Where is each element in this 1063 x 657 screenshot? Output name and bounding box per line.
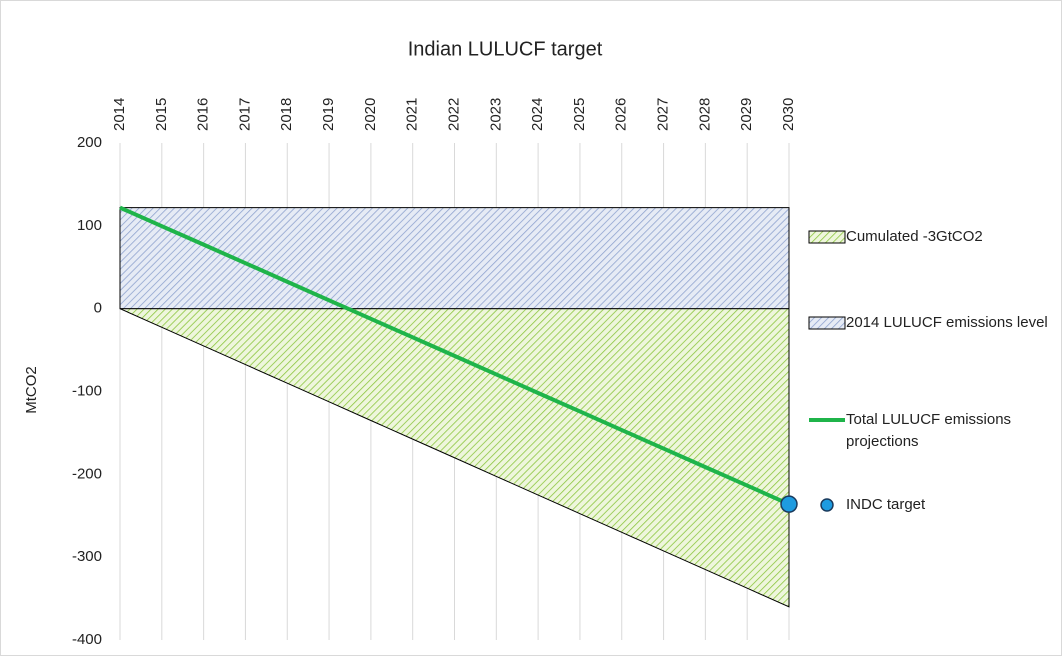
legend-label: Cumulated -3GtCO2 xyxy=(846,228,983,245)
x-tick-label: 2017 xyxy=(236,98,253,131)
x-tick-label: 2029 xyxy=(738,98,755,131)
legend-swatch xyxy=(808,230,846,244)
legend-swatch xyxy=(820,498,834,512)
y-tick-label: -200 xyxy=(72,465,102,482)
legend-label: Total LULUCF emissions projections xyxy=(846,411,1012,450)
y-axis-label: MtCO2 xyxy=(23,366,40,414)
y-tick-label: 0 xyxy=(94,300,102,317)
y-tick-label: 100 xyxy=(77,217,102,234)
x-tick-label: 2025 xyxy=(571,98,588,131)
x-tick-label: 2024 xyxy=(529,98,546,131)
x-tick-label: 2030 xyxy=(780,98,797,131)
y-tick-label: -100 xyxy=(72,382,102,399)
x-tick-label: 2016 xyxy=(195,98,212,131)
legend-swatch xyxy=(808,316,846,330)
x-tick-label: 2021 xyxy=(404,98,421,131)
y-tick-label: -400 xyxy=(72,631,102,648)
x-tick-label: 2022 xyxy=(445,98,462,131)
x-tick-label: 2023 xyxy=(487,98,504,131)
line xyxy=(119,205,790,506)
y-tick-label: 200 xyxy=(77,134,102,151)
y-tick-label: -300 xyxy=(72,548,102,565)
legend-label: INDC target xyxy=(846,496,926,513)
area xyxy=(119,308,790,608)
point xyxy=(780,495,798,513)
x-tick-label: 2015 xyxy=(153,98,170,131)
x-tick-label: 2019 xyxy=(320,98,337,131)
x-tick-label: 2026 xyxy=(613,98,630,131)
x-tick-label: 2027 xyxy=(655,98,672,131)
area xyxy=(119,207,790,310)
x-tick-label: 2020 xyxy=(362,98,379,131)
x-tick-label: 2014 xyxy=(111,98,128,131)
x-tick-label: 2028 xyxy=(696,98,713,131)
legend-label: 2014 LULUCF emissions level xyxy=(846,314,1048,331)
x-tick-label: 2018 xyxy=(278,98,295,131)
chart-title: Indian LULUCF target xyxy=(408,38,603,60)
